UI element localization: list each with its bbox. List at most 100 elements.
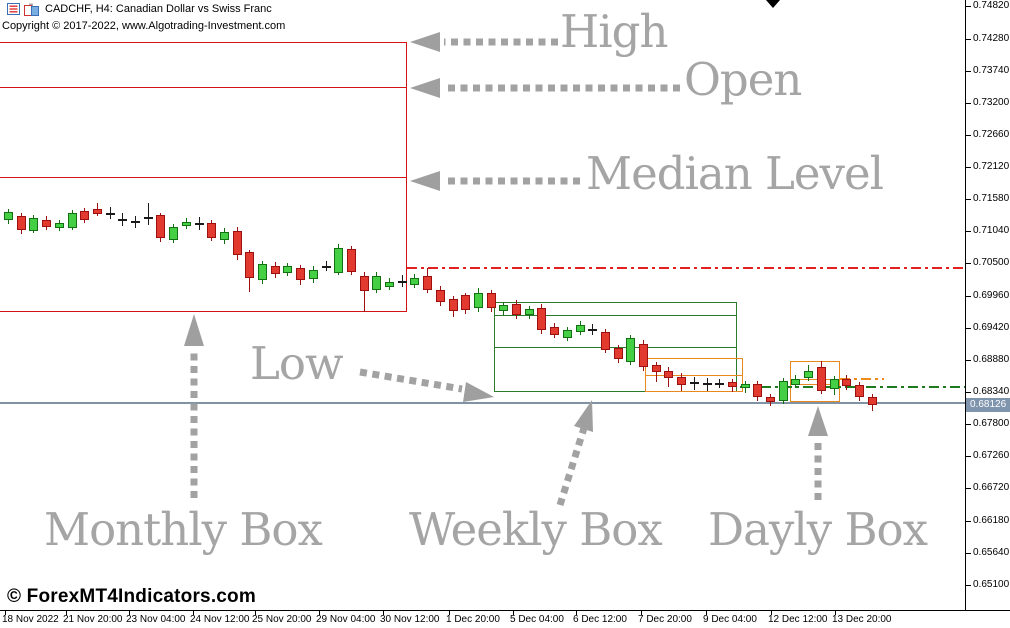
time-tick — [771, 611, 772, 615]
candle — [4, 212, 13, 221]
time-tick-label: 18 Nov 2022 — [2, 614, 59, 625]
annotation-median: Median Level — [586, 147, 884, 200]
candle — [766, 396, 775, 403]
scroll-marker-triangle[interactable] — [766, 0, 780, 8]
weekly-box-open-line[interactable] — [494, 315, 737, 316]
time-tick-label: 7 Dec 20:00 — [638, 614, 692, 625]
candle — [258, 264, 267, 280]
candle-wick — [655, 361, 657, 383]
candle — [588, 328, 598, 331]
weekly-box[interactable] — [494, 302, 737, 392]
candle — [499, 305, 509, 312]
daily-box-2-open-line[interactable] — [790, 378, 840, 380]
monthly-box-median-line[interactable] — [0, 177, 407, 179]
time-tick-label: 30 Nov 12:00 — [380, 614, 440, 625]
high-arrow-icon — [410, 32, 558, 52]
price-tick-label: 0.74280 — [973, 32, 1010, 44]
candle — [575, 324, 585, 332]
time-tick — [255, 611, 256, 615]
candle-wick — [363, 272, 365, 312]
daily-box-1-median-line[interactable] — [645, 374, 743, 376]
time-tick — [383, 611, 384, 615]
list-icon[interactable] — [7, 3, 20, 15]
price-tick — [966, 520, 971, 522]
price-tick — [966, 552, 971, 554]
weekly-box-arrow-icon — [556, 400, 593, 507]
candle — [778, 381, 788, 401]
price-tick — [966, 199, 971, 201]
chart-canvas[interactable] — [0, 0, 965, 610]
time-tick-label: 6 Dec 12:00 — [573, 614, 627, 625]
candle-wick — [122, 212, 124, 226]
open-arrow-icon — [410, 78, 680, 98]
monthly-box-open-line[interactable] — [0, 87, 407, 88]
annotation-monthly-box: Monthly Box — [44, 503, 323, 556]
weekly-box-median-line[interactable] — [494, 347, 737, 349]
price-tick-label: 0.69960 — [973, 289, 1010, 301]
price-tick-label: 0.71040 — [973, 225, 1010, 237]
chart-objects-icon[interactable] — [24, 3, 40, 16]
daily-box-2-median-line[interactable] — [790, 383, 840, 385]
candle — [664, 370, 674, 379]
candle — [16, 215, 26, 231]
price-tick-label: 0.65100 — [973, 578, 1010, 590]
support-line[interactable] — [0, 402, 965, 404]
candle — [600, 331, 610, 350]
price-tick-label: 0.65640 — [973, 546, 1010, 558]
price-tick — [966, 6, 971, 8]
median-arrow-icon — [410, 171, 580, 191]
price-tick — [966, 584, 971, 586]
time-tick-label: 13 Dec 20:00 — [832, 614, 892, 625]
candle — [702, 383, 712, 386]
candle-wick — [147, 202, 149, 225]
price-tick-label: 0.72660 — [973, 128, 1010, 140]
candle — [461, 295, 471, 310]
candle — [321, 265, 331, 268]
candle — [512, 303, 521, 316]
candle — [346, 249, 356, 272]
candle — [816, 367, 826, 391]
monthly-box-arrow-icon — [184, 314, 204, 498]
candle — [435, 289, 445, 303]
current-price-tag: 0.68126 — [966, 397, 1010, 412]
monthly-median-extension-line[interactable] — [407, 267, 965, 270]
copyright-text: Copyright © 2017-2022, www.Algotrading-I… — [2, 20, 286, 32]
candle — [753, 384, 763, 398]
candle — [842, 378, 852, 387]
candle — [867, 397, 877, 405]
candle — [613, 347, 623, 360]
chart-title: CADCHF, H4: Canadian Dollar vs Swiss Fra… — [45, 3, 272, 15]
time-tick-label: 29 Nov 04:00 — [316, 614, 376, 625]
annotation-dayly-box: Dayly Box — [708, 503, 928, 556]
candle — [473, 293, 483, 309]
time-tick-label: 23 Nov 04:00 — [126, 614, 186, 625]
candle — [359, 275, 369, 291]
price-tick-label: 0.70500 — [973, 257, 1010, 269]
candle — [270, 266, 280, 274]
daily-box-2[interactable] — [790, 361, 840, 402]
time-tick — [706, 611, 707, 615]
price-tick — [966, 102, 971, 104]
candle — [42, 219, 52, 227]
time-tick-label: 1 Dec 20:00 — [446, 614, 500, 625]
candle — [118, 219, 128, 222]
candle — [308, 270, 318, 279]
price-tick-label: 0.73740 — [973, 64, 1010, 76]
candle — [283, 266, 293, 273]
daily-extension-line[interactable] — [840, 377, 884, 380]
candle — [524, 308, 534, 316]
price-tick — [966, 263, 971, 265]
time-tick — [576, 611, 577, 615]
candle — [169, 227, 179, 240]
weekly-extension-line[interactable] — [740, 386, 965, 389]
time-axis-line — [0, 610, 1010, 611]
price-tick-label: 0.66180 — [973, 514, 1010, 526]
candle — [296, 268, 306, 281]
price-tick — [966, 231, 971, 233]
candle — [105, 212, 115, 215]
time-tick-label: 25 Nov 20:00 — [252, 614, 312, 625]
site-watermark: © ForexMT4Indicators.com — [7, 586, 256, 607]
price-tick — [966, 392, 971, 393]
candle — [537, 308, 547, 331]
